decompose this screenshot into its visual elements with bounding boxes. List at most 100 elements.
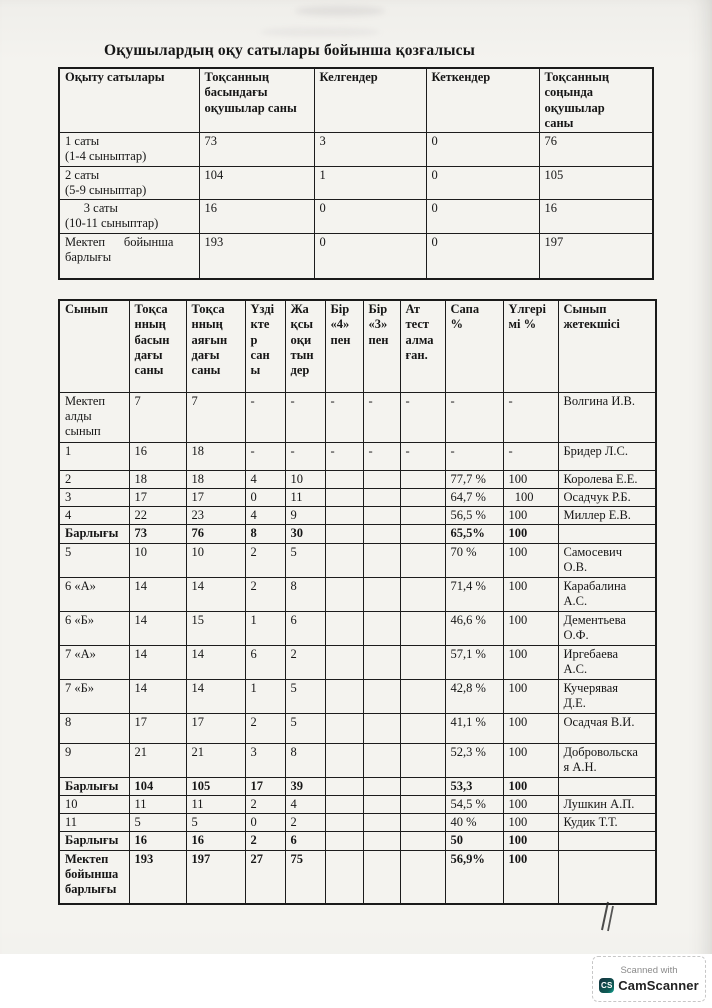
table-cell: Бридер Л.С. <box>557 441 657 471</box>
table-cell: 100 <box>502 776 559 796</box>
table-row: 3 саты (10-11 сыныптар) 16 0 0 16 <box>58 199 654 234</box>
table-cell <box>324 831 364 851</box>
table-cell: 5 <box>58 542 130 578</box>
table-row: Барлығы 104 105 17 39 53,3 100 <box>58 776 657 796</box>
table-cell: Мектеп бойынша барлығы <box>58 232 200 280</box>
table-cell: 3 <box>244 742 286 778</box>
table-cell: - <box>362 391 401 443</box>
table-cell <box>324 469 364 489</box>
table-cell: 16 <box>538 199 654 234</box>
table-cell: 193 <box>128 849 187 905</box>
table-cell: 100 <box>502 576 559 612</box>
table-cell: 5 <box>128 812 187 833</box>
column-header: Үлгері мі % <box>502 299 559 393</box>
handwritten-pen-mark <box>596 898 618 939</box>
table-cell: 10 <box>284 469 326 489</box>
table-cell: 16 <box>128 831 187 851</box>
table-cell <box>324 794 364 815</box>
table-cell: 2 <box>284 812 326 833</box>
table-cell: Иргебаева А.С. <box>557 644 657 680</box>
table-cell: 14 <box>185 644 246 680</box>
table-cell: 100 <box>502 487 559 508</box>
table-cell: Миллер Е.В. <box>557 505 657 526</box>
camscanner-badge: Scanned with CS CamScanner <box>592 956 706 1002</box>
table-cell: - <box>399 391 446 443</box>
table-cell: 21 <box>128 742 187 778</box>
table-cell: 70 % <box>444 542 504 578</box>
table-cell: 21 <box>185 742 246 778</box>
table-row: 2 саты (5-9 сыныптар) 104 1 0 105 <box>58 165 654 200</box>
table-cell: 1 <box>244 610 286 646</box>
table-cell: 4 <box>244 505 286 526</box>
table-cell <box>399 812 446 833</box>
table-cell: Волгина И.В. <box>557 391 657 443</box>
table-cell: 0 <box>313 199 427 234</box>
table-cell <box>324 610 364 646</box>
table-row: 1 16 18- - - - - - - Бридер Л.С. <box>58 441 657 471</box>
table-cell: Королева Е.Е. <box>557 469 657 489</box>
table-cell: - <box>502 391 559 443</box>
table-cell: 11 <box>185 794 246 815</box>
table-row: 1 саты (1-4 сыныптар) 73 3 0 76 <box>58 132 654 167</box>
table-cell: 17 <box>185 712 246 744</box>
table-cell: 2 <box>244 794 286 815</box>
table-cell <box>324 524 364 544</box>
table-cell <box>399 576 446 612</box>
table-cell: 100 <box>502 505 559 526</box>
table-cell: 8 <box>244 524 286 544</box>
table-cell: 11 <box>128 794 187 815</box>
table-cell: 18 <box>185 441 246 471</box>
column-header: Сапа % <box>444 299 504 393</box>
table-cell: 14 <box>128 576 187 612</box>
table-cell <box>324 505 364 526</box>
table-row: Мектеп бойынша барлығы 193 197 27 75 56,9% 100 <box>58 849 657 905</box>
table-cell: 40 % <box>444 812 504 833</box>
table-cell: - <box>244 391 286 443</box>
table-cell: 16 <box>128 441 187 471</box>
table-cell: 0 <box>425 232 540 280</box>
table-cell: 7 <box>185 391 246 443</box>
table-cell: - <box>324 391 364 443</box>
column-header: Тоқсанның басындағы оқушылар саны <box>198 67 315 133</box>
table-cell <box>399 831 446 851</box>
column-header: Тоқсанның соңында оқушылар саны <box>538 67 654 133</box>
table-cell: 100 <box>502 678 559 714</box>
scanned-with-label: Scanned with <box>620 965 678 976</box>
table-cell: 8 <box>58 712 130 744</box>
table-cell: 3 <box>58 487 130 508</box>
table-cell <box>399 644 446 680</box>
table-cell: 2 <box>244 831 286 851</box>
table-cell: 41,1 % <box>444 712 504 744</box>
table-cell: 14 <box>128 610 187 646</box>
table-cell <box>362 849 401 905</box>
table-cell <box>399 505 446 526</box>
table-cell <box>362 794 401 815</box>
column-header: Кеткендер <box>425 67 540 133</box>
table-cell: 6 <box>244 644 286 680</box>
table-cell: - <box>444 441 504 471</box>
table-cell: - <box>324 441 364 471</box>
table-cell <box>362 644 401 680</box>
table-cell: 100 <box>502 742 559 778</box>
camscanner-brand-label: CamScanner <box>618 978 699 993</box>
table-cell <box>362 576 401 612</box>
table-cell: 8 <box>284 576 326 612</box>
table-cell <box>399 678 446 714</box>
table-cell: 17 <box>128 712 187 744</box>
table-cell: 46,6 % <box>444 610 504 646</box>
table-cell: 105 <box>538 165 654 200</box>
table-cell: 9 <box>284 505 326 526</box>
table-cell: Самосевич О.В. <box>557 542 657 578</box>
page-title: Оқушылардың оқу сатылары бойынша қозғалы… <box>104 42 475 59</box>
table-cell <box>399 794 446 815</box>
table-cell: - <box>284 391 326 443</box>
table-cell: 5 <box>284 542 326 578</box>
table-cell <box>362 831 401 851</box>
table-cell: 17 <box>185 487 246 508</box>
table-cell: 10 <box>185 542 246 578</box>
table-row: Барлығы 73 76 8 30 65,5% 100 <box>58 524 657 544</box>
table-cell: Барлығы <box>58 776 130 796</box>
table-cell: 17 <box>244 776 286 796</box>
table-cell: Барлығы <box>58 831 130 851</box>
table-cell: 14 <box>185 678 246 714</box>
